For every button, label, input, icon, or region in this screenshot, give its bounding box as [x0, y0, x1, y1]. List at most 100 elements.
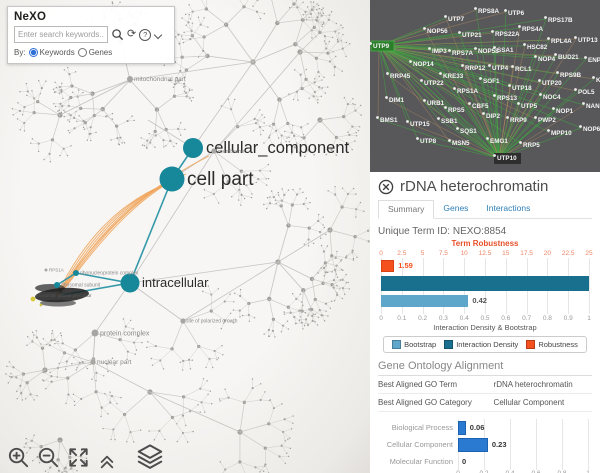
- tree-node[interactable]: [302, 1, 304, 4]
- tree-node[interactable]: [308, 97, 310, 100]
- tree-node[interactable]: [73, 400, 76, 403]
- tree-node[interactable]: [296, 142, 298, 144]
- tree-node[interactable]: [82, 91, 84, 94]
- gene-node[interactable]: [547, 37, 550, 40]
- tree-node[interactable]: [68, 132, 71, 134]
- tree-node[interactable]: [110, 139, 112, 141]
- tree-node[interactable]: [176, 440, 179, 443]
- tree-node[interactable]: [286, 137, 288, 139]
- tree-node[interactable]: [60, 334, 63, 337]
- tree-node[interactable]: [110, 438, 112, 441]
- tree-node[interactable]: [202, 290, 204, 293]
- term-node[interactable]: [91, 329, 99, 337]
- tree-node[interactable]: [317, 12, 320, 14]
- tree-node[interactable]: [286, 320, 289, 322]
- tree-node[interactable]: [351, 148, 353, 151]
- tree-node[interactable]: [59, 332, 62, 334]
- tree-node[interactable]: [325, 233, 327, 236]
- tree-node[interactable]: [339, 288, 341, 290]
- tree-node[interactable]: [10, 372, 12, 375]
- search-icon[interactable]: [111, 28, 124, 41]
- tree-node[interactable]: [322, 21, 325, 23]
- tree-node[interactable]: [233, 292, 236, 294]
- tree-node[interactable]: [321, 87, 324, 89]
- tree-node[interactable]: [265, 207, 268, 210]
- tree-node[interactable]: [203, 189, 206, 191]
- tree-node[interactable]: [342, 27, 344, 29]
- tree-node[interactable]: [141, 341, 143, 344]
- tree-node[interactable]: [143, 145, 146, 147]
- tree-node[interactable]: [185, 24, 188, 26]
- tree-node[interactable]: [253, 317, 256, 319]
- tree-node[interactable]: [284, 440, 286, 442]
- tree-node[interactable]: [233, 98, 236, 101]
- tree-node[interactable]: [307, 245, 310, 247]
- tree-node[interactable]: [107, 413, 109, 415]
- tree-node[interactable]: [95, 131, 97, 134]
- tree-node[interactable]: [182, 86, 185, 88]
- tree-node[interactable]: [205, 366, 207, 369]
- tree-node[interactable]: [181, 38, 184, 40]
- tree-node[interactable]: [49, 371, 51, 374]
- tree-node[interactable]: [302, 328, 304, 330]
- tree-node[interactable]: [26, 344, 28, 347]
- tree-node[interactable]: [16, 118, 19, 120]
- tree-node[interactable]: [292, 422, 294, 424]
- tree-node[interactable]: [53, 91, 56, 94]
- tree-node[interactable]: [133, 441, 135, 443]
- tree-node[interactable]: [323, 226, 326, 229]
- tree-node[interactable]: [212, 366, 214, 369]
- term-node[interactable]: [180, 318, 186, 324]
- tree-node[interactable]: [352, 98, 354, 100]
- tree-node[interactable]: [54, 81, 56, 84]
- tree-node[interactable]: [35, 330, 38, 332]
- tree-node[interactable]: [185, 424, 187, 427]
- tree-node[interactable]: [288, 93, 290, 95]
- tree-node[interactable]: [76, 367, 78, 369]
- tree-node[interactable]: [68, 121, 71, 123]
- tree-node[interactable]: [61, 82, 63, 85]
- tree-node[interactable]: [57, 110, 59, 112]
- tree-node[interactable]: [312, 242, 315, 245]
- tree-node[interactable]: [323, 23, 325, 25]
- tree-node[interactable]: [266, 197, 269, 199]
- tree-node[interactable]: [252, 5, 254, 7]
- tree-node[interactable]: [348, 43, 351, 45]
- tree-node[interactable]: [306, 6, 309, 8]
- tree-node[interactable]: [11, 107, 14, 110]
- tree-node[interactable]: [309, 201, 311, 204]
- tree-node[interactable]: [335, 55, 337, 58]
- tree-node[interactable]: [270, 190, 273, 192]
- tree-node[interactable]: [131, 115, 133, 117]
- tree-node[interactable]: [320, 9, 323, 11]
- tree-node[interactable]: [147, 341, 149, 343]
- gene-node[interactable]: [534, 116, 537, 119]
- tree-node[interactable]: [111, 118, 114, 120]
- tree-node[interactable]: [90, 139, 92, 142]
- gene-node[interactable]: [544, 16, 547, 19]
- tree-node[interactable]: [297, 99, 299, 101]
- tree-node[interactable]: [164, 438, 166, 441]
- tree-node[interactable]: [217, 288, 220, 290]
- tree-node[interactable]: [331, 36, 334, 39]
- tree-node[interactable]: [190, 100, 193, 102]
- tree-node[interactable]: [72, 393, 75, 396]
- tree-node[interactable]: [219, 461, 221, 463]
- tree-node[interactable]: [317, 99, 319, 101]
- tree-node[interactable]: [238, 199, 240, 201]
- tree-node[interactable]: [168, 79, 170, 82]
- tree-node[interactable]: [336, 276, 339, 279]
- tree-node[interactable]: [100, 415, 102, 418]
- tree-node[interactable]: [107, 370, 109, 373]
- term-node[interactable]: [73, 270, 79, 276]
- tree-node[interactable]: [269, 125, 271, 127]
- tree-node[interactable]: [239, 288, 242, 291]
- tree-node[interactable]: [316, 324, 319, 326]
- gene-node[interactable]: [406, 120, 409, 123]
- tree-node[interactable]: [62, 97, 64, 100]
- tree-node[interactable]: [59, 154, 61, 157]
- collapse-button[interactable]: [98, 454, 116, 470]
- term-node[interactable]: [183, 138, 203, 158]
- tree-node[interactable]: [357, 129, 360, 132]
- tree-node[interactable]: [227, 98, 230, 100]
